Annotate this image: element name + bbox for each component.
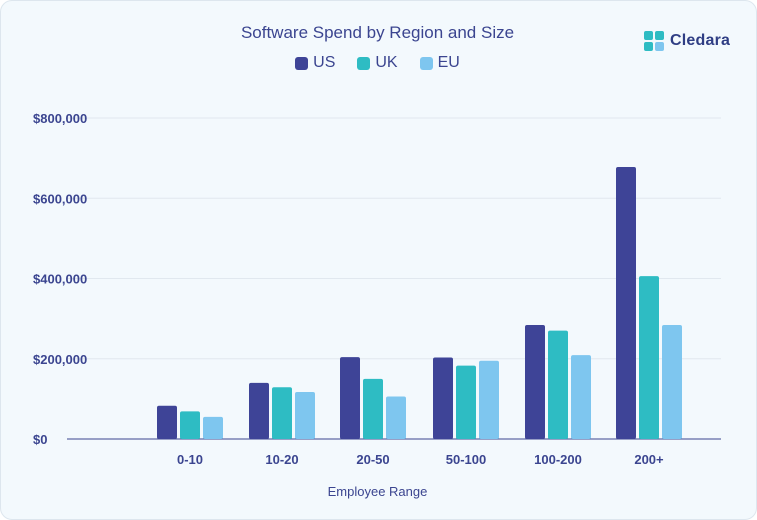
bar-eu-50-100 [479,360,499,439]
legend-swatch-us [295,56,309,70]
y-tick-label: $800,000 [33,111,87,126]
y-tick-label: $200,000 [33,352,87,367]
legend-item-us: US [295,54,335,72]
legend-label-uk: UK [375,54,398,71]
bar-eu-100-200 [571,355,591,439]
x-tick-label: 100-200 [534,452,582,467]
y-tick-label: $600,000 [33,191,87,206]
bar-us-100-200 [525,325,545,439]
bar-eu-20-50 [386,396,406,439]
bar-eu-0-10 [203,416,223,439]
legend-label-eu: EU [437,54,460,71]
bar-us-0-10 [157,405,177,439]
bar-uk-50-100 [456,365,476,439]
bar-uk-0-10 [180,411,200,439]
chart-title: Software Spend by Region and Size [240,23,515,42]
bar-us-200+ [616,166,636,439]
bar-uk-100-200 [548,330,568,439]
bar-eu-10-20 [295,392,315,439]
y-tick-label: $400,000 [33,272,87,287]
x-tick-label: 0-10 [177,452,203,467]
legend-item-eu: EU [419,54,460,72]
bar-uk-10-20 [272,387,292,439]
cledara-logo-icon [644,31,664,51]
legend-swatch-uk [357,56,371,70]
x-tick-label: 20-50 [356,452,389,467]
x-tick-label: 10-20 [265,452,298,467]
bar-chart: $0 $200,000 $400,000 $600,000 $800,000 0-10 10… [33,111,721,467]
x-tick-label: 200+ [634,452,664,467]
bar-eu-200+ [662,325,682,439]
brand-logo: Cledara [644,31,730,51]
bar-uk-20-50 [363,378,383,439]
bar-us-20-50 [340,357,360,439]
bar-us-50-100 [433,357,453,439]
chart-legend: US UK EU [1,54,754,72]
brand-name: Cledara [670,32,731,49]
bar-us-10-20 [249,382,269,439]
x-tick-label: 50-100 [446,452,486,467]
bar-uk-200+ [639,276,659,439]
y-tick-label: $0 [33,432,47,447]
legend-swatch-eu [419,56,433,70]
legend-label-us: US [313,54,336,71]
x-axis-label: Employee Range [327,484,428,499]
legend-item-uk: UK [357,54,398,72]
